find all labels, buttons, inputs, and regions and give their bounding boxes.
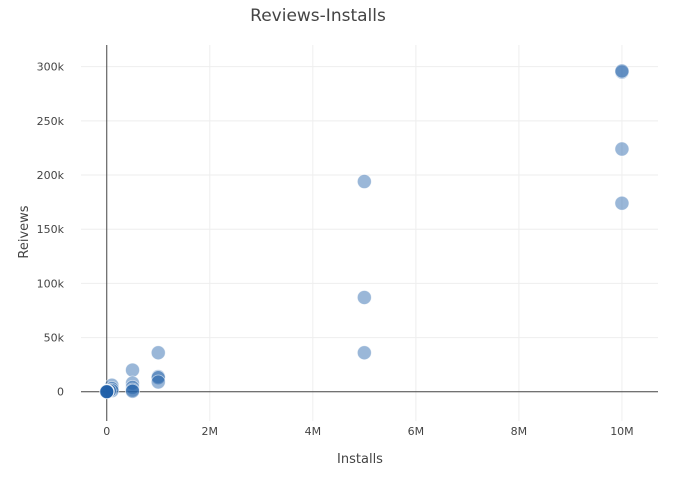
data-point [150,345,166,361]
y-tick-label: 200k [37,169,65,182]
grid [81,45,658,421]
data-point [614,63,630,79]
x-tick-label: 8M [511,425,528,438]
y-tick-label: 0 [57,386,64,399]
data-point [125,362,140,378]
data-point [356,290,372,305]
y-tick-label: 300k [37,61,65,74]
x-tick-label: 10M [610,425,634,438]
y-tick-label: 100k [37,277,65,290]
data-point [356,174,372,189]
zero-lines [81,45,658,421]
y-tick-label: 150k [37,223,65,236]
x-tick-label: 4M [305,425,322,438]
x-tick-label: 2M [202,425,219,438]
y-tick-label: 50k [44,332,65,345]
data-point [99,384,115,400]
data-points [99,63,630,400]
data-point [150,370,166,386]
data-point [356,345,372,361]
data-point [150,374,166,390]
x-axis-ticks: 0 2M 4M 6M 8M 10M [103,425,633,438]
x-tick-label: 6M [408,425,425,438]
y-axis-ticks: 0 50k 100k 150k 200k 250k 300k [37,61,65,399]
y-tick-label: 250k [37,115,65,128]
data-point [614,195,630,211]
chart-title: Reviews-Installs [250,6,386,26]
x-axis-title: Installs [337,452,383,467]
y-axis-title: Reivews [17,205,32,258]
x-tick-label: 0 [103,425,110,438]
data-point [125,383,140,399]
data-point [614,141,630,157]
